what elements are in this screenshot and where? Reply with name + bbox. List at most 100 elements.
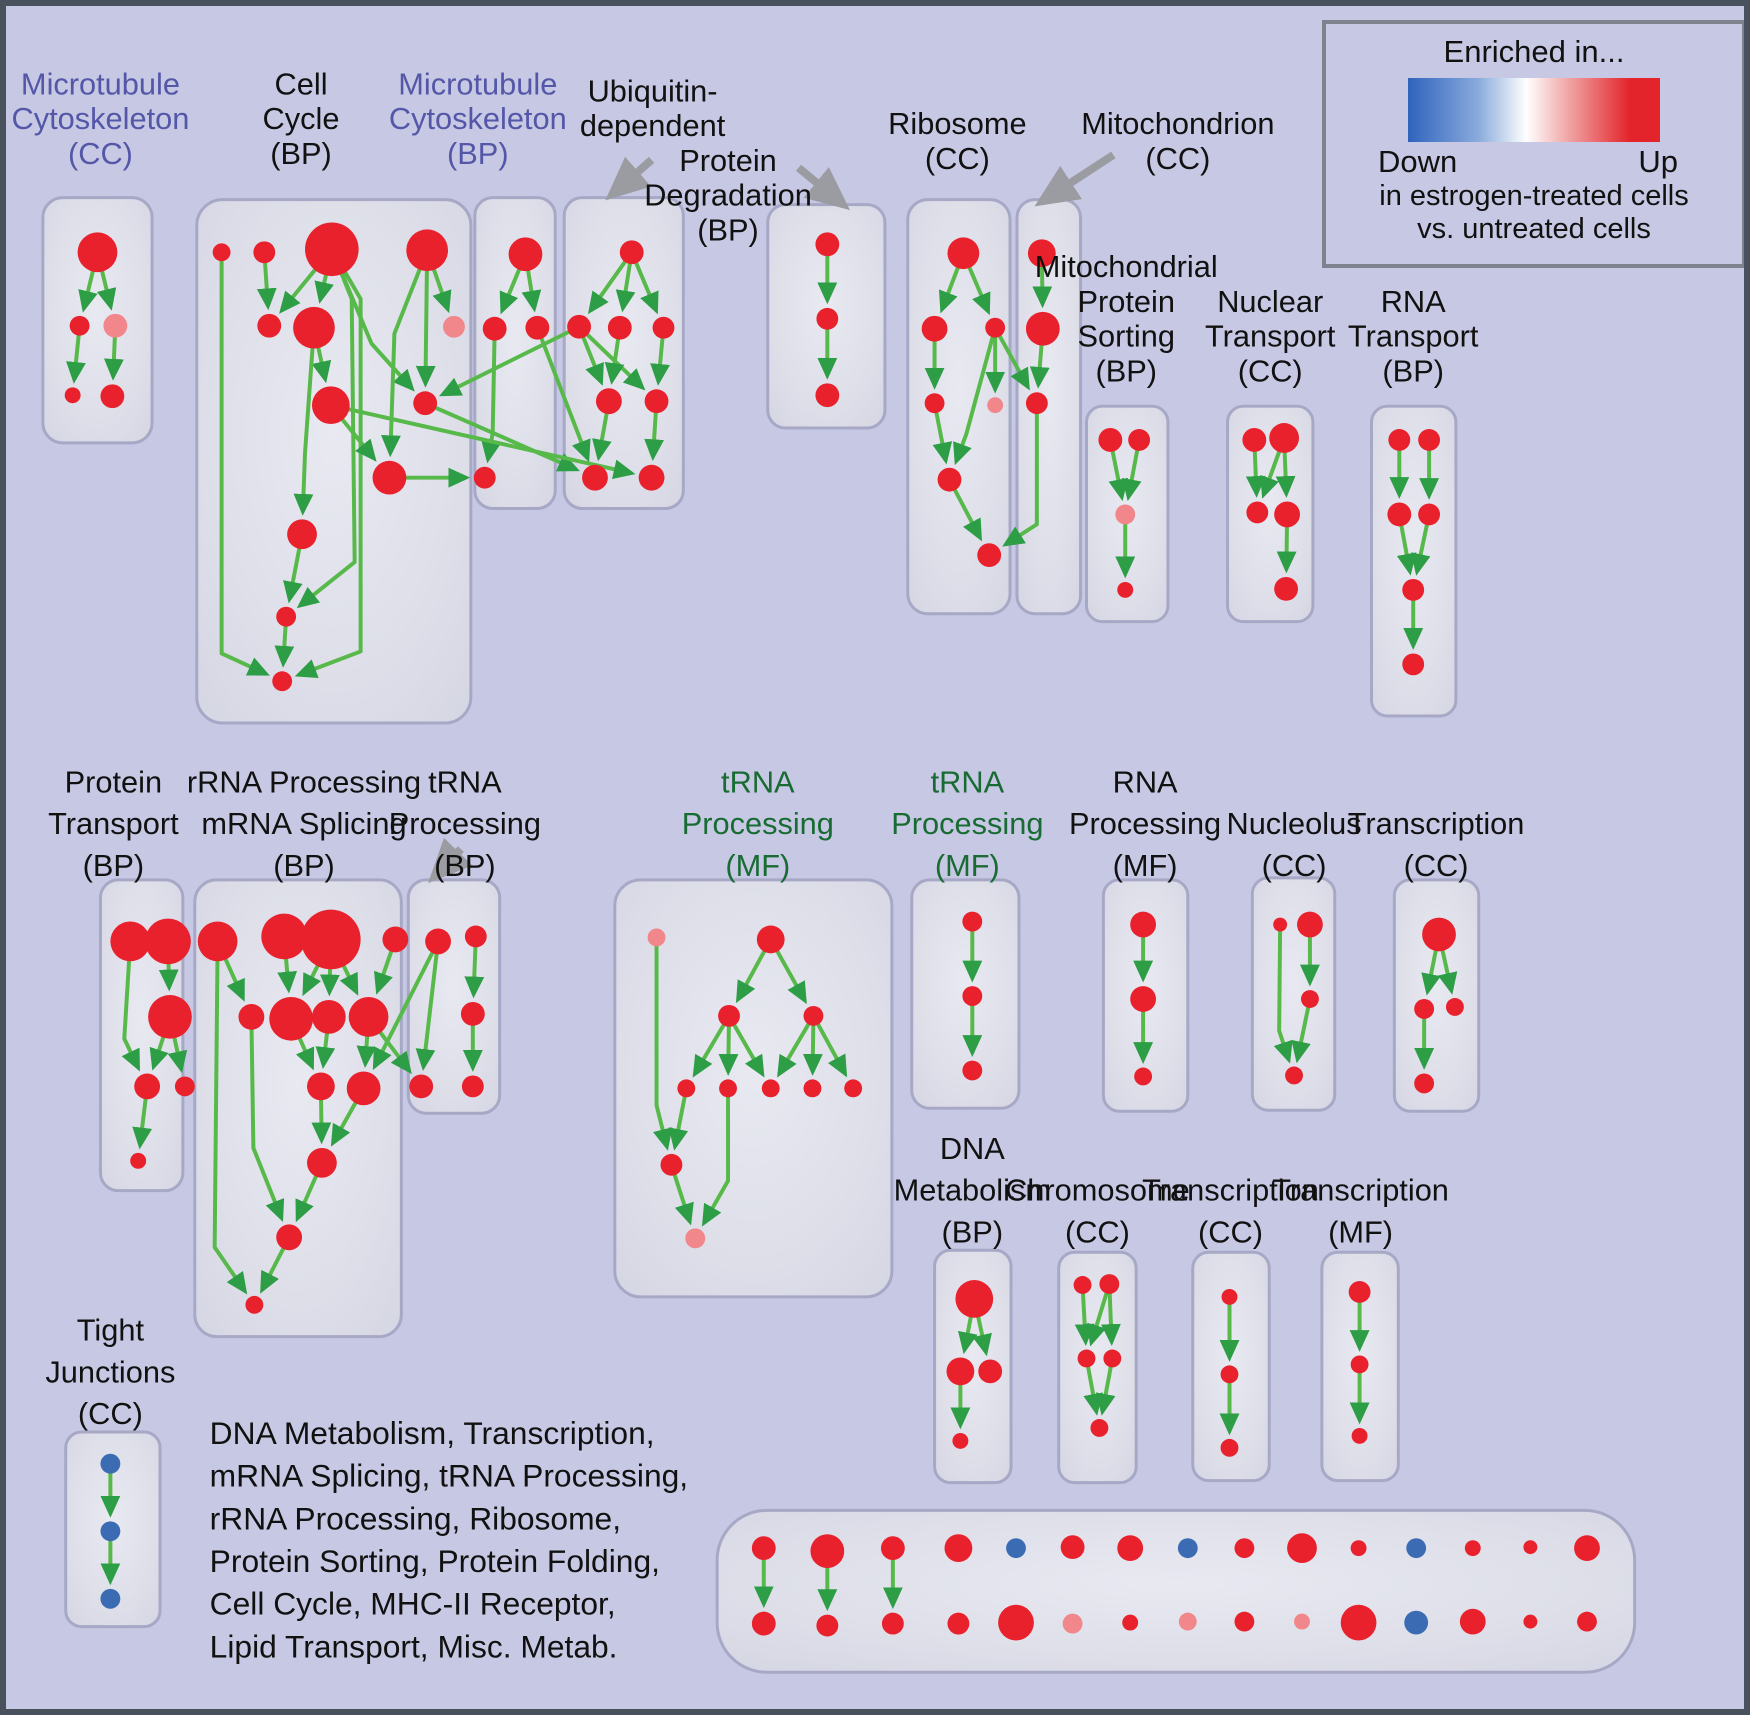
go-term-node <box>816 307 839 330</box>
go-term-node <box>1404 1610 1429 1635</box>
nuclear-transport-cc-label: Nuclear Transport (CC) <box>1205 284 1336 389</box>
go-term-node <box>1418 429 1441 451</box>
edge <box>668 1087 689 1151</box>
go-term-node <box>1220 1365 1239 1384</box>
go-term-node <box>413 391 438 416</box>
go-term-node <box>1297 911 1323 938</box>
go-term-node <box>924 393 945 414</box>
label-pointer-arrow <box>1034 151 1116 207</box>
edge <box>993 326 1030 391</box>
go-term-node <box>751 1536 776 1561</box>
edge <box>121 941 140 1072</box>
go-term-node <box>464 925 487 948</box>
go-term-node <box>1414 999 1435 1019</box>
go-term-node <box>1134 1067 1153 1086</box>
go-term-node <box>1402 653 1425 676</box>
go-term-node <box>461 1075 484 1098</box>
go-term-node <box>293 306 335 349</box>
go-term-node <box>719 1079 737 1098</box>
go-term-node <box>652 316 675 339</box>
go-term-node <box>1459 1608 1486 1635</box>
go-term-node <box>1350 1540 1367 1557</box>
go-network-diagram: Microtubule Cytoskeleton (CC) Cell Cycle (BP)… <box>12 66 1637 1674</box>
edge <box>1087 1283 1112 1347</box>
go-term-node <box>307 1072 335 1101</box>
legend-title: Enriched in... <box>1443 34 1625 69</box>
trna-processing-mf-1-label: tRNA Processing (MF) <box>682 764 834 882</box>
go-term-node <box>460 1001 485 1026</box>
go-term-node <box>1300 990 1319 1008</box>
go-term-node <box>148 995 192 1039</box>
edge <box>381 249 430 458</box>
go-term-node <box>1274 501 1301 528</box>
go-term-node <box>962 1060 983 1081</box>
go-term-node <box>346 1071 381 1106</box>
go-term-node <box>443 315 465 338</box>
go-term-node <box>962 986 983 1006</box>
ubiquitin-degradation-bp-label: Ubiquitin-dependent Protein Degradation (BP… <box>580 73 812 247</box>
go-term-node <box>1025 311 1060 346</box>
cell-cycle-bp-label: Cell Cycle (BP) <box>263 66 340 171</box>
legend-box: Enriched in... Down Up in estrogen-treat… <box>1322 20 1744 268</box>
go-term-node <box>1523 1614 1538 1629</box>
go-term-node <box>103 313 128 338</box>
go-term-node <box>425 928 451 955</box>
go-term-node <box>276 1224 303 1251</box>
go-term-node <box>816 1614 839 1637</box>
ribosome-cc-label: Ribosome (CC) <box>888 106 1027 176</box>
go-term-node <box>1098 428 1123 452</box>
go-term-node <box>987 397 1004 414</box>
edge <box>1291 998 1312 1064</box>
rrna-processing-mrna-splicing-bp-label: rRNA Processing mRNA Splicing (BP) <box>187 764 421 882</box>
go-term-node <box>1269 423 1300 453</box>
go-term-node <box>1388 429 1411 451</box>
go-term-node <box>238 1003 265 1030</box>
tight-junctions-cc-label: Tight Junctions (CC) <box>45 1313 175 1431</box>
microtubule-cytoskeleton-cc-label: Microtubule Cytoskeleton (CC) <box>12 66 190 171</box>
go-term-node <box>100 384 125 409</box>
labels-layer: Microtubule Cytoskeleton (CC) Cell Cycle (BP)… <box>12 66 1525 1664</box>
go-term-node <box>947 237 980 270</box>
go-term-node <box>952 1432 969 1449</box>
go-term-node <box>567 314 592 339</box>
edge <box>372 940 440 1071</box>
go-term-node <box>77 232 118 273</box>
go-term-node <box>525 315 550 340</box>
go-term-node <box>1027 239 1056 268</box>
go-term-node <box>1464 1540 1481 1557</box>
edge <box>424 401 580 472</box>
edge <box>577 325 646 391</box>
edge <box>439 324 580 397</box>
go-term-node <box>257 313 282 338</box>
go-term-node <box>947 1612 970 1635</box>
go-term-node <box>1273 917 1288 932</box>
go-term-node <box>348 997 389 1037</box>
go-term-node <box>145 918 191 965</box>
nodes-layer <box>64 151 1600 1641</box>
go-term-node <box>1130 911 1157 938</box>
transcription-mf-label: Transcription (MF) <box>1272 1173 1449 1250</box>
go-term-node <box>1445 998 1464 1016</box>
go-term-node <box>977 543 1002 568</box>
go-term-node <box>946 1357 975 1386</box>
go-term-node <box>197 921 238 962</box>
go-term-node <box>1060 1535 1085 1560</box>
go-term-node <box>1274 576 1299 601</box>
go-term-node <box>482 316 507 341</box>
edge <box>1074 1284 1095 1346</box>
label-pointer-arrow <box>796 164 850 211</box>
go-term-node <box>1130 986 1157 1012</box>
legend-subtitle-line2: vs. untreated cells <box>1417 213 1651 245</box>
go-term-node <box>844 1079 863 1098</box>
edge <box>1095 1358 1116 1416</box>
edge <box>1273 924 1293 1064</box>
go-term-node <box>998 1604 1034 1641</box>
edge <box>692 1014 731 1078</box>
go-term-node <box>406 229 449 272</box>
go-term-node <box>815 232 840 257</box>
edge <box>727 1014 765 1078</box>
cluster-mt-bp <box>473 196 557 510</box>
go-term-node <box>382 926 409 953</box>
cluster-cell-cycle <box>195 198 473 725</box>
